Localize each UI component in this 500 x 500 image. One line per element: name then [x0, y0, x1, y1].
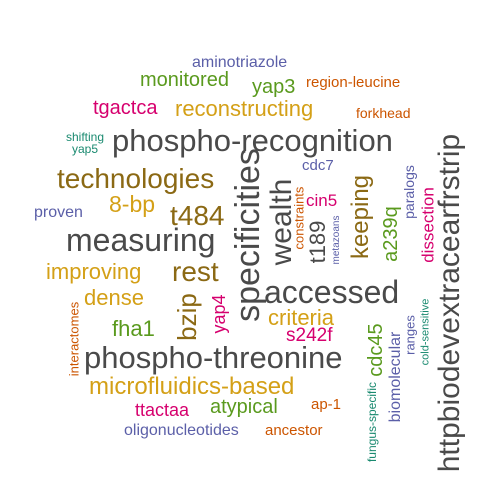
word-technologies: technologies	[57, 163, 215, 194]
word-yap5: yap5	[72, 142, 99, 156]
word-dense: dense	[84, 285, 144, 310]
word-accessed: accessed	[264, 274, 400, 310]
word-8-bp: 8-bp	[109, 191, 156, 217]
word-biomolecular: biomolecular	[387, 331, 404, 423]
word-metazoans: metazoans	[331, 215, 342, 265]
word-keeping: keeping	[347, 174, 374, 260]
word-httpbiodevextracearfrstrip: httpbiodevextracearfrstrip	[433, 133, 466, 473]
word-specificities: specificities	[229, 148, 267, 322]
word-yap4: yap4	[209, 294, 229, 334]
word-yap3: yap3	[252, 76, 296, 98]
word-tgactca: tgactca	[93, 97, 158, 119]
word-interactomes: interactomes	[66, 301, 82, 377]
word-shifting: shifting	[66, 130, 105, 144]
word-ttactaa: ttactaa	[135, 400, 190, 420]
word-t484: t484	[170, 200, 225, 231]
word-cdc45: cdc45	[365, 323, 387, 377]
word-fungus-specific: fungus-specific	[365, 381, 379, 463]
word-aminotriazole: aminotriazole	[192, 54, 288, 71]
word-proven: proven	[34, 204, 83, 221]
word-forkhead: forkhead	[356, 105, 411, 121]
word-measuring: measuring	[66, 222, 216, 258]
word-ap-1: ap-1	[311, 396, 342, 413]
word-bzip: bzip	[172, 293, 202, 341]
word-cold-sensitive: cold-sensitive	[419, 298, 432, 366]
word-cin5: cin5	[306, 191, 338, 210]
word-region-leucine: region-leucine	[306, 74, 401, 91]
word-ranges: ranges	[402, 315, 418, 355]
word-criteria: criteria	[268, 305, 335, 330]
word-a239q: a239q	[380, 206, 402, 262]
word-oligonucleotides: oligonucleotides	[124, 422, 239, 439]
word-ancestor: ancestor	[265, 422, 323, 439]
word-microfluidics-based: microfluidics-based	[89, 373, 295, 400]
word-t189: t189	[305, 220, 330, 264]
word-phospho-threonine: phospho-threonine	[84, 340, 343, 375]
word-monitored: monitored	[140, 69, 229, 91]
word-rest: rest	[172, 256, 219, 287]
word-wealth: wealth	[265, 178, 298, 266]
word-dissection: dissection	[418, 187, 438, 263]
word-s242f: s242f	[286, 325, 333, 346]
word-atypical: atypical	[210, 396, 278, 418]
word-reconstructing: reconstructing	[175, 96, 314, 121]
word-fha1: fha1	[112, 316, 155, 341]
word-cdc7: cdc7	[302, 157, 334, 174]
word-phospho-recognition: phospho-recognition	[112, 123, 393, 158]
word-improving: improving	[46, 259, 142, 284]
word-paralogs: paralogs	[401, 165, 417, 219]
